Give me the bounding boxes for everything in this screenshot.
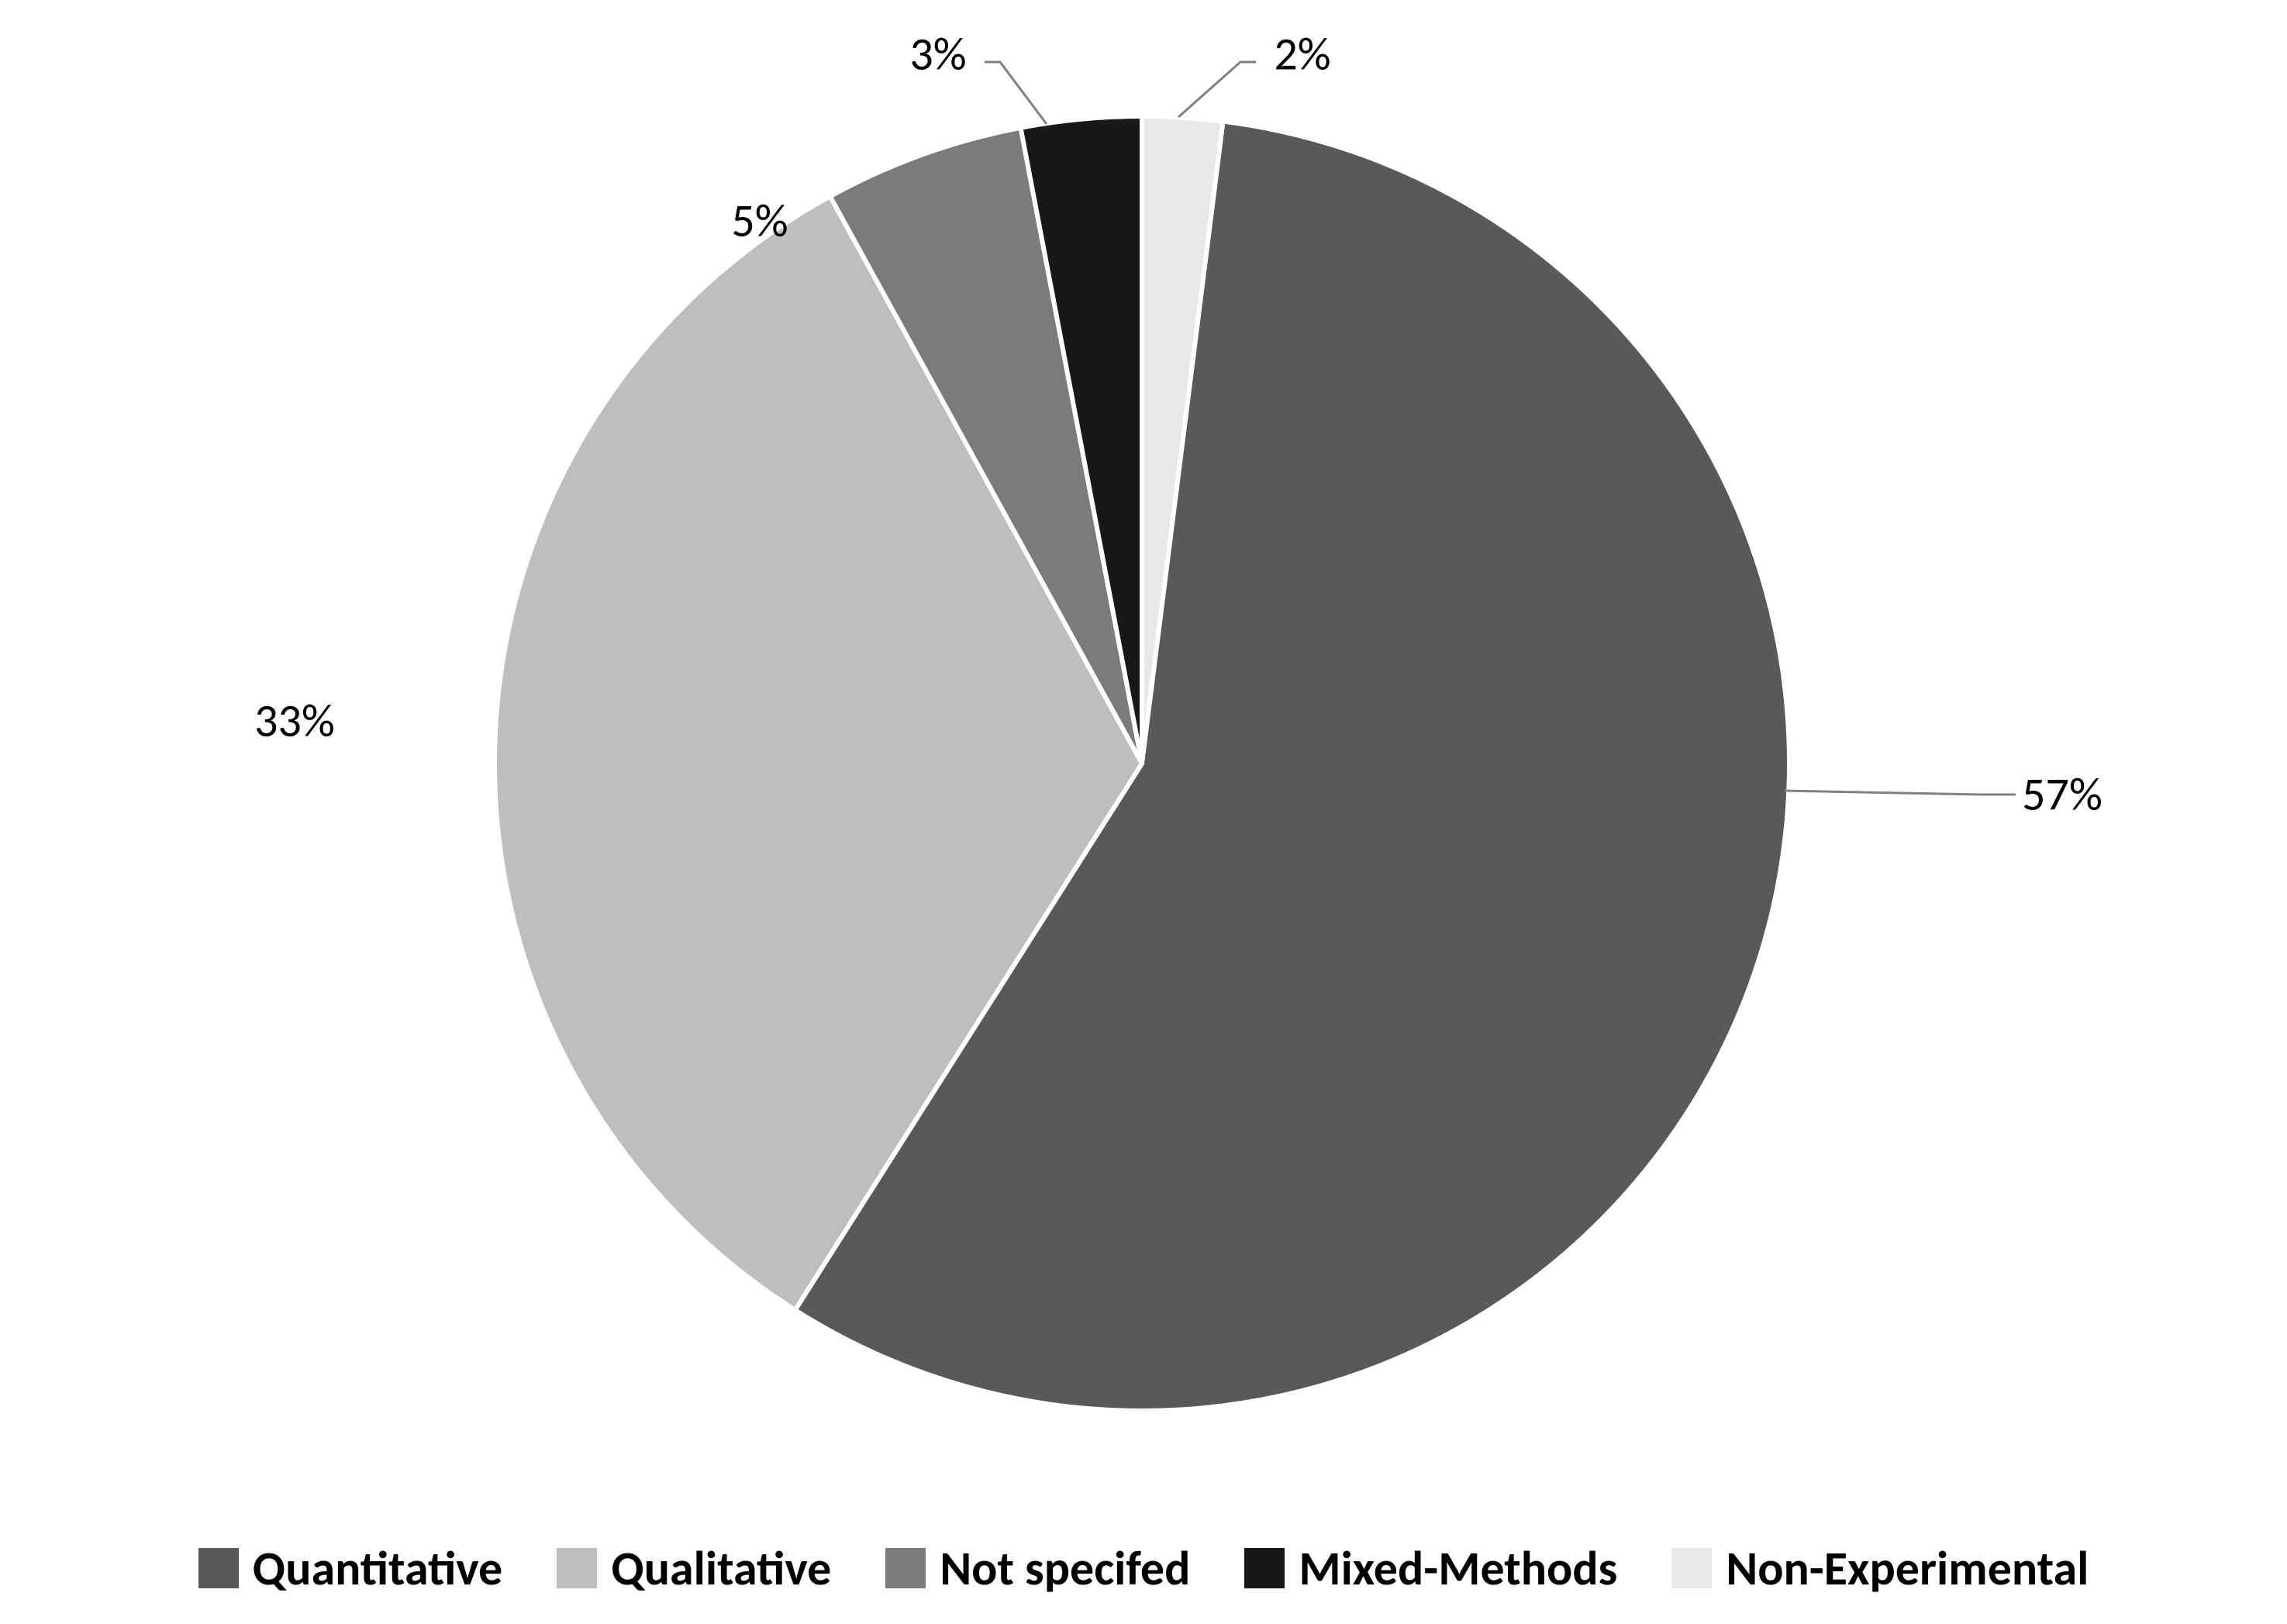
- legend-label: Mixed-Methods: [1299, 1539, 1617, 1598]
- legend-swatch: [198, 1548, 239, 1588]
- legend-item-mixed-methods: Mixed-Methods: [1244, 1539, 1617, 1598]
- legend-swatch: [885, 1548, 926, 1588]
- slice-label-mixed-methods: 3%: [909, 26, 966, 83]
- legend-item-qualitative: Qualitative: [557, 1539, 831, 1598]
- legend-item-not-specifed: Not specifed: [885, 1539, 1190, 1598]
- slice-label-not-specifed: 5%: [731, 193, 788, 250]
- leader-line: [1178, 62, 1256, 117]
- slice-label-non-experimental: 2%: [1274, 26, 1330, 83]
- legend-swatch: [1671, 1548, 1712, 1588]
- leader-line: [985, 62, 1047, 124]
- legend-label: Qualitative: [611, 1539, 831, 1598]
- slice-label-qualitative: 33%: [254, 693, 335, 750]
- pie-svg: [0, 0, 2287, 1624]
- legend-swatch: [1244, 1548, 1285, 1588]
- leader-line: [1785, 791, 2016, 795]
- chart-legend: Quantitative Qualitative Not specifed Mixed…: [0, 1539, 2287, 1598]
- slice-label-quantitative: 57%: [2022, 767, 2102, 823]
- pie-chart: 2% 57% 33% 5% 3% Quantitative Qualitative Not …: [0, 0, 2287, 1624]
- legend-swatch: [557, 1548, 597, 1588]
- legend-row: Quantitative Qualitative Not specifed Mixed…: [198, 1539, 2089, 1598]
- legend-label: Non-Experimental: [1726, 1539, 2089, 1598]
- legend-item-non-experimental: Non-Experimental: [1671, 1539, 2089, 1598]
- legend-label: Quantitative: [253, 1539, 503, 1598]
- legend-item-quantitative: Quantitative: [198, 1539, 503, 1598]
- legend-label: Not specifed: [940, 1539, 1190, 1598]
